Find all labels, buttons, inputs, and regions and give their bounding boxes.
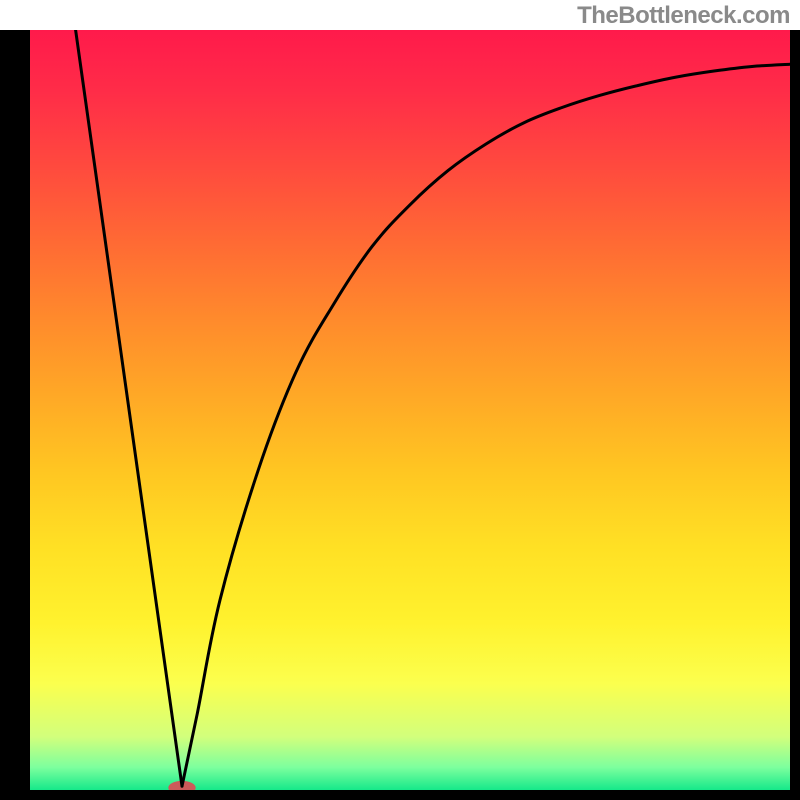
bottleneck-curve-chart [0, 0, 800, 800]
chart-container: TheBottleneck.com [0, 0, 800, 800]
plot-background [30, 30, 790, 790]
watermark-text: TheBottleneck.com [577, 2, 790, 30]
